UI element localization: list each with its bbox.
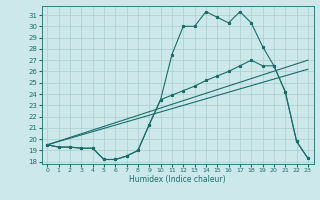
X-axis label: Humidex (Indice chaleur): Humidex (Indice chaleur) — [129, 175, 226, 184]
